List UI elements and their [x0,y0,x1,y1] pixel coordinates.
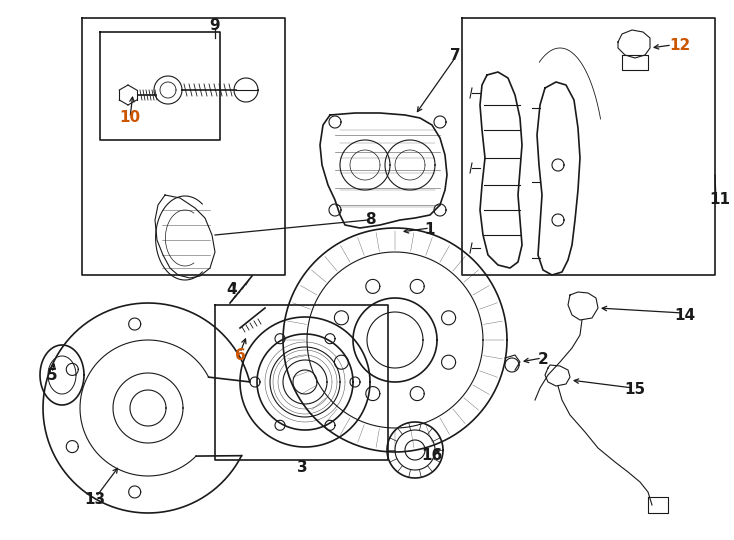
Text: 11: 11 [710,192,730,207]
Text: 13: 13 [84,492,106,508]
Text: 16: 16 [421,448,443,462]
Text: 12: 12 [669,37,691,52]
Text: 15: 15 [625,382,646,397]
Text: 2: 2 [537,353,548,368]
Text: 7: 7 [450,48,460,63]
Text: 10: 10 [120,111,141,125]
Text: 1: 1 [425,222,435,238]
Text: 8: 8 [365,213,375,227]
Text: 14: 14 [675,307,696,322]
Text: 3: 3 [297,460,308,475]
Text: 4: 4 [227,282,237,298]
Text: 5: 5 [47,368,57,382]
Text: 9: 9 [210,17,220,32]
Text: 6: 6 [235,348,245,362]
